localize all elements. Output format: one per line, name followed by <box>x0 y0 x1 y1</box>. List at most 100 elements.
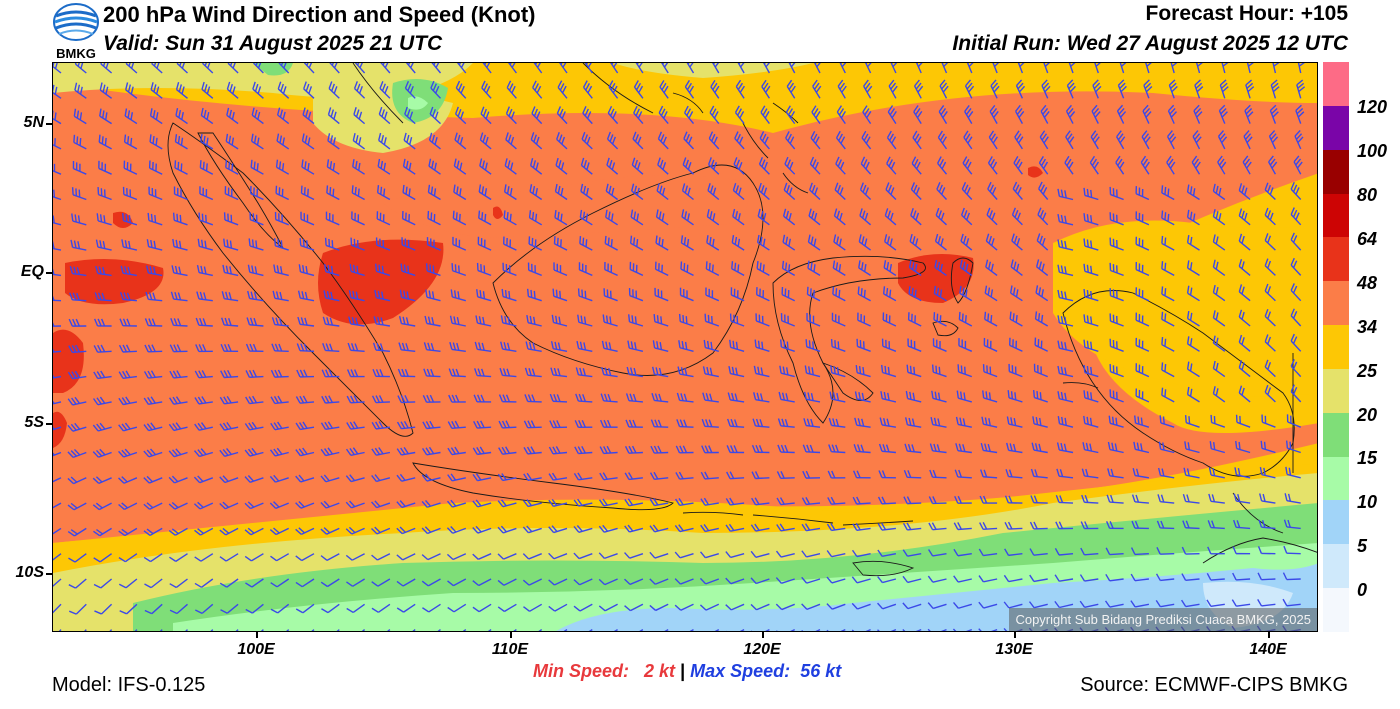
wind-barb <box>1284 493 1301 504</box>
wind-barb <box>123 134 138 150</box>
wind-barb <box>1056 442 1074 454</box>
wind-barb <box>522 553 542 560</box>
colorbar-label: 25 <box>1357 361 1378 381</box>
wind-barb <box>658 105 669 125</box>
wind-barb <box>826 550 846 558</box>
wind-barb <box>1219 79 1229 99</box>
wind-barb <box>649 551 669 559</box>
wind-barb <box>297 316 315 327</box>
wind-barb <box>907 338 922 352</box>
wind-barb <box>1109 389 1124 403</box>
wind-barb <box>143 475 163 484</box>
wind-barb <box>53 163 62 175</box>
wind-barb <box>374 289 391 302</box>
wind-barb <box>852 496 871 505</box>
lat-label-eq: EQ <box>20 263 44 280</box>
wind-barb <box>348 316 365 327</box>
wind-barb <box>118 578 138 589</box>
wind-barb <box>320 553 340 561</box>
wind-barb <box>68 553 87 563</box>
wind-barb <box>1030 468 1048 479</box>
wind-barb <box>902 575 922 584</box>
wind-barb <box>379 81 391 99</box>
wind-barb <box>1186 260 1200 276</box>
wind-barb <box>810 130 821 150</box>
wind-barb <box>1080 547 1099 556</box>
wind-barb <box>200 133 214 150</box>
wind-barb <box>528 210 543 226</box>
wind-barb <box>219 527 239 536</box>
colorbar-segment <box>1323 588 1349 632</box>
wind-barb <box>1156 520 1175 530</box>
colorbar-segment <box>1323 325 1349 369</box>
wind-barb <box>1238 284 1251 302</box>
wind-barb <box>775 603 795 611</box>
wind-barb <box>1029 574 1048 583</box>
wind-barb <box>981 416 998 428</box>
lon-label-130e: 130E <box>995 641 1033 658</box>
wind-barb <box>826 628 846 631</box>
wind-barb <box>447 473 466 482</box>
wind-barb <box>397 394 416 404</box>
wind-barb <box>250 159 264 175</box>
wind-barb <box>787 63 797 74</box>
wind-barb <box>1208 467 1225 479</box>
wind-barb <box>884 234 897 251</box>
wind-barb <box>826 603 846 610</box>
wind-barb <box>807 260 821 277</box>
wind-barb <box>1109 364 1124 378</box>
colorbar-label: 100 <box>1357 141 1388 161</box>
wind-barb <box>347 342 365 352</box>
wind-barb <box>776 523 795 532</box>
colorbar-segment <box>1323 62 1349 106</box>
wind-barb <box>405 63 416 74</box>
wind-barb <box>1193 104 1203 124</box>
wind-barb <box>734 105 745 125</box>
wind-barb <box>245 343 264 352</box>
wind-barb <box>1083 390 1099 403</box>
wind-barb <box>877 522 896 531</box>
lat-tick <box>46 573 52 575</box>
wind-barb <box>1290 308 1302 327</box>
wind-barb <box>53 449 62 459</box>
wind-barb <box>92 396 112 406</box>
wind-barb <box>377 158 391 175</box>
wind-barb <box>144 344 163 353</box>
wind-barb <box>851 576 871 584</box>
wind-barb <box>168 475 188 484</box>
wind-barb <box>378 132 391 150</box>
wind-barb <box>762 63 772 74</box>
wind-barb <box>550 367 568 378</box>
wind-barb <box>371 500 391 509</box>
wind-barb <box>930 417 947 428</box>
wind-barb <box>1039 130 1049 150</box>
colorbar-segment <box>1323 368 1349 413</box>
wind-barb <box>1264 334 1276 352</box>
wind-barb <box>937 130 948 150</box>
wind-barb <box>93 370 112 380</box>
wind-barb <box>835 130 846 150</box>
wind-barb <box>624 552 644 559</box>
wind-barb <box>902 522 922 531</box>
wind-barb <box>1057 315 1074 327</box>
wind-barb <box>1057 239 1074 251</box>
wind-barb <box>879 417 897 428</box>
wind-barb <box>732 208 745 226</box>
wind-barb <box>378 106 391 125</box>
wind-barb <box>649 603 669 612</box>
wind-barb <box>1166 130 1177 150</box>
wind-barb <box>650 445 669 454</box>
wind-barb <box>1238 360 1251 378</box>
wind-barb <box>1207 546 1225 555</box>
wind-barb <box>750 628 770 631</box>
wind-barb <box>125 63 138 74</box>
wind-barb <box>93 553 113 563</box>
wind-barb <box>734 131 745 150</box>
wind-barb <box>320 578 340 588</box>
wind-barb <box>522 578 543 586</box>
wind-barb <box>859 182 872 201</box>
wind-barb <box>402 184 416 201</box>
lon-label-140e: 140E <box>1249 641 1287 658</box>
wind-barb <box>1054 574 1074 582</box>
wind-barb <box>1168 79 1178 99</box>
